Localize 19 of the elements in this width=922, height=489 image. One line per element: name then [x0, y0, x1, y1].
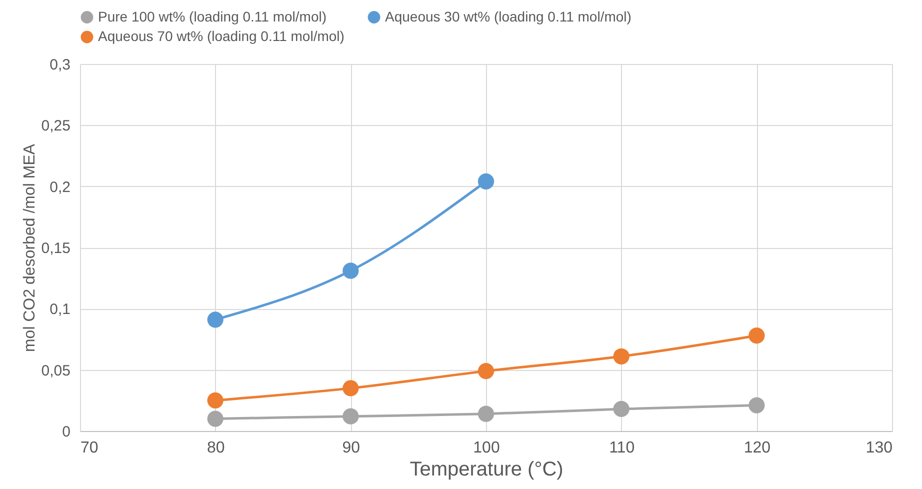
x-tick-label: 90 — [342, 440, 360, 456]
y-tick-label: 0,15 — [41, 240, 70, 257]
y-tick-label: 0,2 — [50, 178, 70, 196]
y-tick-label: 0,1 — [50, 301, 70, 318]
y-tick-label: 0 — [62, 424, 70, 440]
legend-label: Aqueous 70 wt% (loading 0.11 mol/mol) — [98, 28, 344, 44]
x-tick-label: 110 — [609, 440, 635, 456]
y-tick-label: 0,25 — [41, 118, 70, 135]
x-tick-label: 80 — [206, 440, 225, 456]
legend-label: Pure 100 wt% (loading 0.11 mol/mol) — [98, 8, 327, 24]
x-tick-label: 70 — [80, 440, 98, 456]
x-tick-label: 130 — [866, 440, 893, 456]
x-tick-label: 120 — [744, 440, 771, 456]
x-axis-title: Temperature (°C) — [410, 458, 564, 480]
y-axis-title: mol CO2 desorbed /mol MEA — [21, 144, 38, 352]
y-tick-label: 0,05 — [41, 362, 70, 380]
y-tick-label: 0,3 — [50, 56, 70, 74]
legend-label: Aqueous 30 wt% (loading 0.11 mol/mol) — [385, 8, 632, 24]
x-tick-label: 100 — [473, 440, 500, 456]
